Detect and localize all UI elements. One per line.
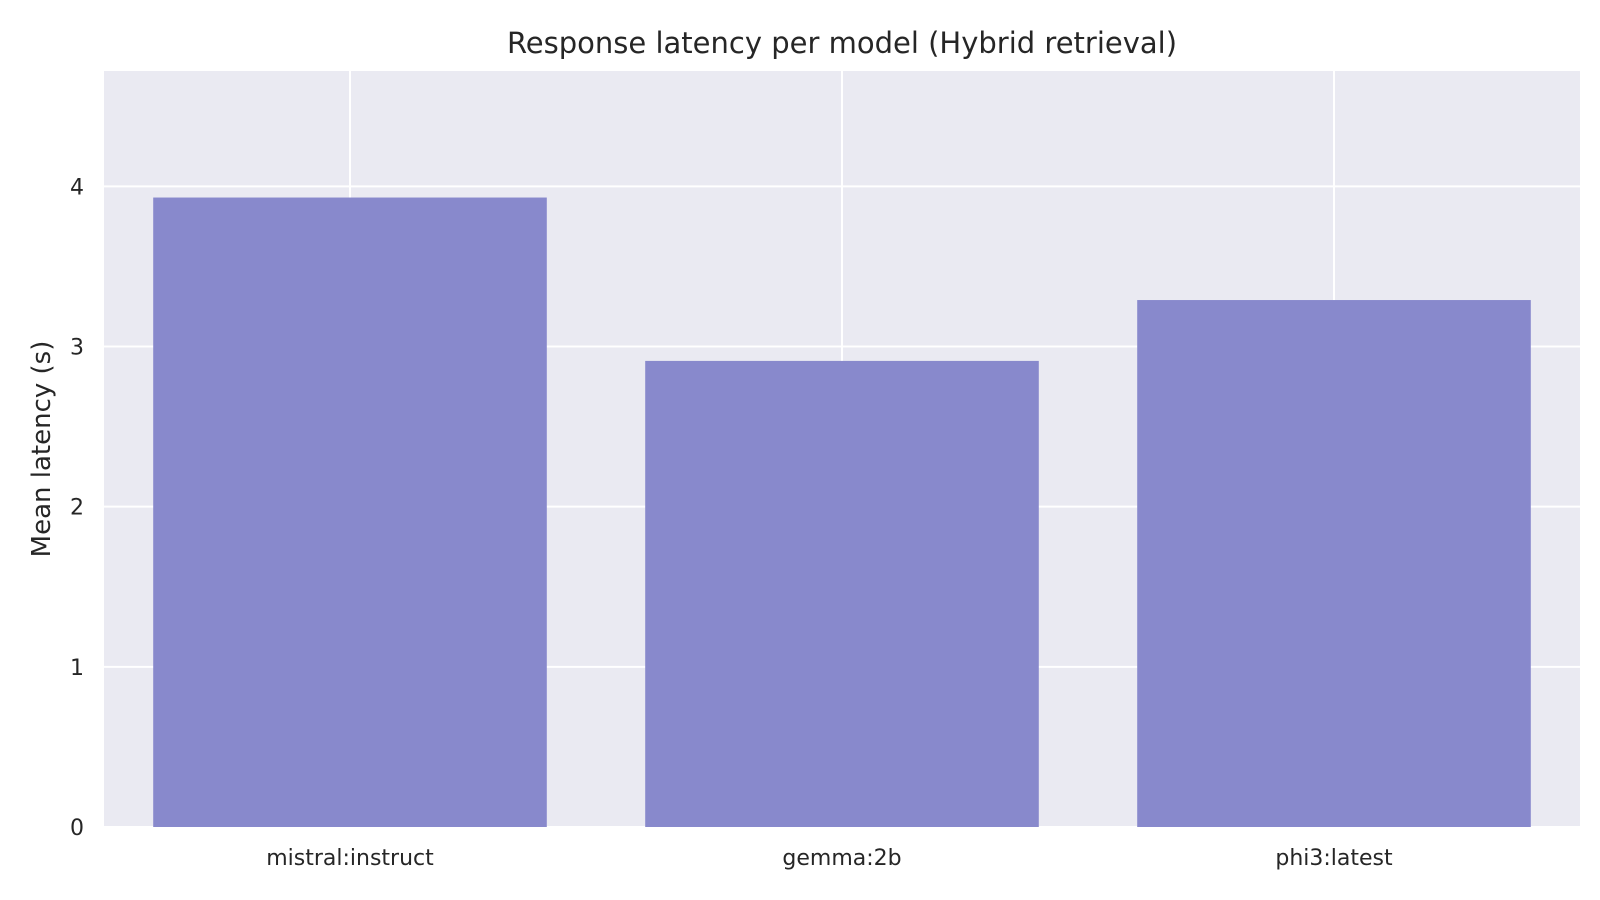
bar-phi3-latest: [1137, 300, 1531, 827]
y-axis-ticks: 0 1 2 3 4: [70, 175, 84, 841]
x-tick-label: phi3:latest: [1275, 846, 1393, 871]
y-tick-label: 1: [70, 656, 84, 681]
chart-title: Response latency per model (Hybrid retri…: [507, 26, 1177, 60]
y-tick-label: 3: [70, 335, 84, 360]
bar-gemma-2b: [645, 360, 1039, 827]
x-tick-label: gemma:2b: [782, 846, 901, 871]
bars: [153, 197, 1531, 827]
bar-mistral-instruct: [153, 197, 547, 827]
x-axis-ticks: mistral:instruct gemma:2b phi3:latest: [266, 846, 1393, 871]
y-tick-label: 4: [70, 175, 84, 200]
x-tick-label: mistral:instruct: [266, 846, 434, 871]
y-axis-label: Mean latency (s): [27, 341, 57, 558]
y-tick-label: 2: [70, 496, 84, 521]
y-tick-label: 0: [70, 816, 84, 841]
